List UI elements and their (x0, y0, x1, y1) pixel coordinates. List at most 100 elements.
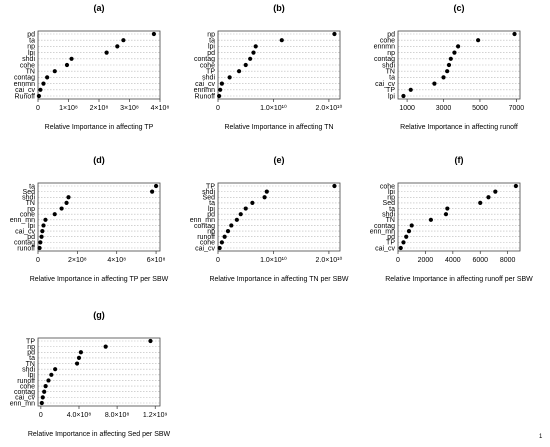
data-point (36, 93, 42, 99)
category-label: TN (386, 69, 395, 76)
data-point (46, 378, 51, 383)
data-point (64, 200, 69, 206)
category-label: lpi (28, 50, 35, 57)
data-point (234, 217, 239, 222)
category-label: cohe (20, 62, 35, 69)
data-point (64, 62, 70, 68)
data-point (121, 38, 126, 43)
plot-frame (217, 30, 341, 100)
category-label: lpi (388, 189, 395, 196)
data-point (222, 234, 227, 239)
category-label: contag (374, 223, 395, 230)
category-label: cai_cv (15, 87, 35, 94)
data-point (448, 56, 453, 61)
x-tick-label: 2000 (418, 257, 434, 264)
category-label: contag (14, 240, 35, 247)
panel-title: (c) (454, 3, 465, 13)
data-point (404, 234, 409, 239)
data-point (37, 245, 42, 251)
x-tick-label: 7000 (509, 105, 525, 112)
data-point (243, 62, 248, 68)
category-label: pd (387, 234, 395, 241)
data-point (248, 56, 253, 61)
category-label: pd (207, 50, 215, 57)
x-tick-label: 0 (396, 257, 400, 264)
x-tick-label: 0 (36, 257, 40, 264)
x-tick-label: 6000 (472, 257, 488, 264)
category-label: TP (26, 338, 35, 345)
category-label: contag (194, 56, 215, 63)
x-tick-label: 2×10⁸ (90, 105, 109, 112)
category-label: contag (14, 75, 35, 82)
category-label: ta (29, 38, 35, 45)
panel-title: (e) (274, 155, 285, 165)
category-label: ennmn (14, 81, 36, 88)
data-point (39, 400, 44, 406)
x-tick-label: 4×10⁸ (107, 257, 126, 264)
category-label: cai_cv (195, 81, 215, 88)
data-point (250, 200, 255, 206)
data-point (227, 75, 232, 80)
category-label: TN (26, 69, 35, 76)
category-label: shdi (202, 189, 215, 196)
data-point (217, 245, 222, 251)
category-label: pd (387, 31, 395, 38)
data-point (40, 395, 45, 400)
category-label: lpi (388, 93, 395, 100)
category-label: shdi (382, 62, 395, 69)
x-axis-label: Relative Importance in affecting TP per … (30, 276, 169, 283)
data-point (42, 389, 47, 394)
plot-frame (37, 337, 161, 407)
category-label: contag (14, 389, 35, 396)
data-point (52, 212, 57, 217)
x-tick-label: 1.0×10¹⁰ (260, 256, 287, 264)
data-point (38, 87, 43, 92)
data-point (408, 87, 413, 92)
data-point (445, 69, 450, 74)
category-label: np (387, 50, 395, 57)
category-label: pd (27, 31, 35, 38)
category-label: lpi (28, 372, 35, 379)
category-label: TP (206, 183, 215, 190)
category-label: enn_mn (10, 400, 35, 407)
plot-frame (37, 182, 161, 252)
category-label: TP (206, 69, 215, 76)
data-point (236, 69, 242, 74)
category-label: shdi (22, 195, 35, 202)
data-point (332, 31, 337, 37)
data-point (78, 350, 83, 355)
category-label: ennmn (374, 44, 396, 51)
data-point (262, 195, 267, 200)
data-point (59, 206, 64, 211)
plot-frame (217, 182, 341, 252)
data-point (217, 93, 222, 99)
data-point (513, 183, 518, 189)
category-label: cohe (20, 383, 35, 390)
x-tick-label: 1000 (399, 105, 415, 112)
category-label: cohe (380, 38, 395, 45)
data-point (398, 245, 403, 251)
x-tick-label: 4×10⁸ (151, 105, 170, 112)
data-point (476, 38, 481, 43)
x-tick-label: 4.0×10⁸ (67, 412, 92, 419)
plot-frame (397, 30, 521, 100)
x-tick-label: 8000 (500, 257, 516, 264)
category-label: contag (374, 56, 395, 63)
x-tick-label: 6×10⁸ (147, 257, 166, 264)
x-tick-label: 3×10⁸ (120, 105, 139, 112)
chart-panel-3: (c) pdcoheennmnnpcontagshdiTNtacai_cvTPlp… (374, 3, 525, 131)
category-label: lpi (208, 206, 215, 213)
data-point (104, 50, 109, 55)
data-point (151, 31, 156, 37)
category-label: TN (26, 361, 35, 368)
data-point (43, 383, 48, 389)
data-point (455, 44, 461, 49)
category-label: np (27, 206, 35, 213)
data-point (43, 217, 48, 222)
corner-mark: 1 (539, 434, 543, 440)
panel-title: (f) (455, 155, 464, 165)
category-label: pd (27, 350, 35, 357)
panel-title: (a) (94, 3, 105, 13)
data-point (253, 44, 258, 49)
